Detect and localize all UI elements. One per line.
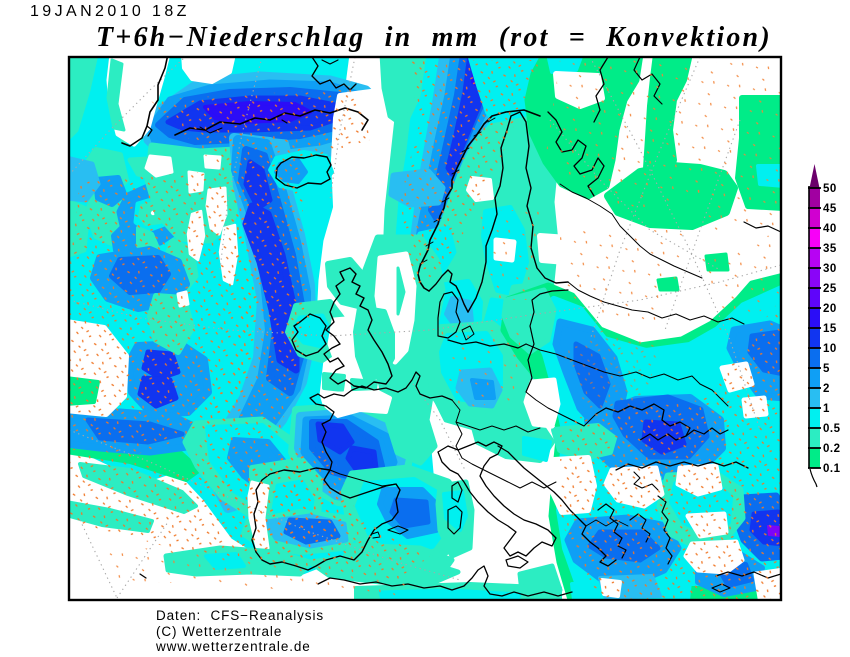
- svg-text:45: 45: [823, 203, 837, 215]
- svg-text:2: 2: [823, 383, 830, 395]
- svg-text:0.2: 0.2: [823, 443, 841, 455]
- svg-text:1: 1: [823, 403, 830, 415]
- svg-text:25: 25: [823, 283, 837, 295]
- svg-text:40: 40: [823, 223, 837, 235]
- svg-text:30: 30: [823, 263, 837, 275]
- svg-text:10: 10: [823, 343, 837, 355]
- svg-text:15: 15: [823, 323, 837, 335]
- svg-text:50: 50: [823, 183, 837, 195]
- svg-text:35: 35: [823, 243, 837, 255]
- svg-text:0.5: 0.5: [823, 423, 841, 435]
- svg-text:20: 20: [823, 303, 837, 315]
- svg-text:0.1: 0.1: [823, 463, 841, 475]
- svg-text:5: 5: [823, 363, 830, 375]
